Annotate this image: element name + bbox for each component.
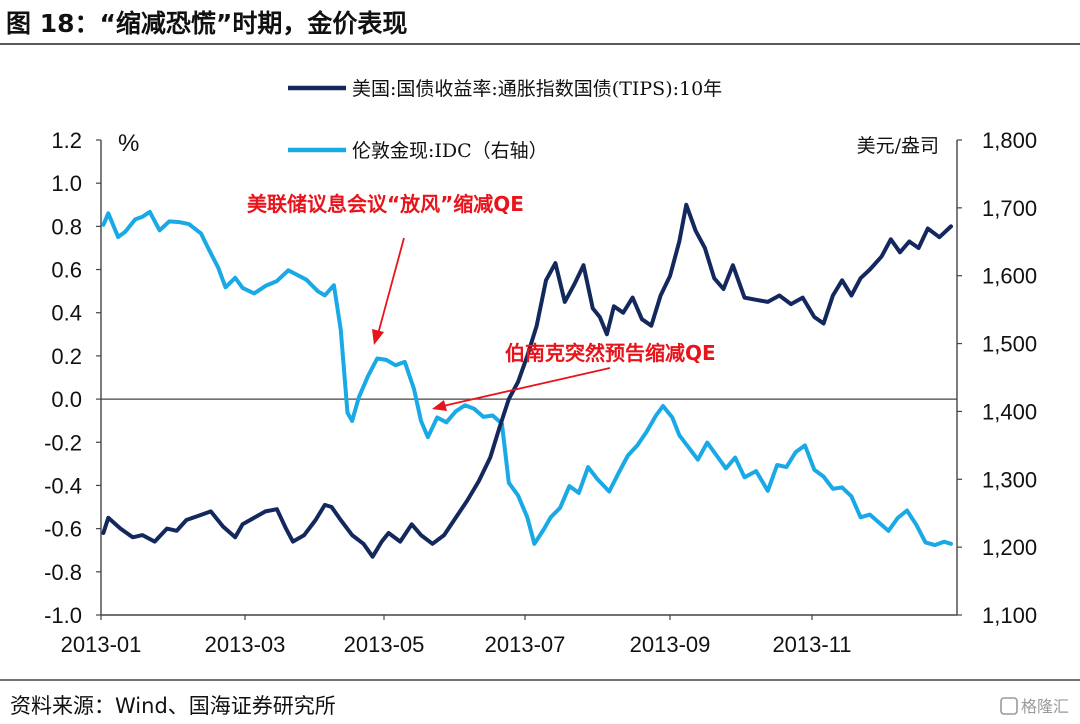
annotation-1-arrow bbox=[377, 237, 405, 335]
x-tick-label: 2013-03 bbox=[205, 632, 286, 657]
left-tick-label: 1.0 bbox=[51, 171, 82, 196]
left-tick-label: -0.4 bbox=[44, 473, 82, 498]
left-tick-label: 0.6 bbox=[51, 258, 82, 283]
right-tick-label: 1,700 bbox=[982, 196, 1037, 221]
x-tick-label: 2013-09 bbox=[630, 632, 711, 657]
x-axis-ticks: 2013-01 2013-03 2013-05 2013-07 2013-09 2013-… bbox=[61, 615, 852, 657]
x-tick-label: 2013-11 bbox=[772, 632, 851, 657]
left-tick-label: -0.6 bbox=[44, 517, 82, 542]
x-tick-label: 2013-05 bbox=[344, 632, 425, 657]
left-tick-label: 0.8 bbox=[51, 214, 82, 239]
annotation-1-arrowhead bbox=[372, 329, 384, 345]
left-tick-label: -1.0 bbox=[44, 603, 82, 628]
legend-label-gold: 伦敦金现:IDC（右轴） bbox=[352, 140, 548, 162]
annotation-2: 伯南克突然预告缩减QE bbox=[432, 341, 716, 411]
legend: 美国:国债收益率:通胀指数国债(TIPS):10年 伦敦金现:IDC（右轴） bbox=[288, 78, 722, 162]
left-tick-label: 1.2 bbox=[51, 128, 82, 153]
right-axis-ticks: 1,800 1,700 1,600 1,500 1,400 1,300 1,200 1,100 bbox=[957, 128, 1037, 628]
left-axis-unit: % bbox=[118, 130, 139, 157]
series-layer bbox=[101, 202, 953, 559]
right-tick-label: 1,200 bbox=[982, 535, 1037, 560]
figure-title: 图 18：“缩减恐慌”时期，金价表现 bbox=[6, 9, 407, 38]
annotation-1-text: 美联储议息会议“放风”缩减QE bbox=[247, 192, 524, 216]
x-tick-label: 2013-07 bbox=[485, 632, 566, 657]
right-tick-label: 1,500 bbox=[982, 332, 1037, 357]
watermark-logo: 格隆汇 bbox=[1000, 697, 1069, 716]
right-tick-label: 1,800 bbox=[982, 128, 1037, 153]
source-note: 资料来源：Wind、国海证券研究所 bbox=[10, 694, 336, 718]
left-tick-label: 0.0 bbox=[51, 387, 82, 412]
watermark-text: 格隆汇 bbox=[1021, 697, 1069, 716]
x-tick-label: 2013-01 bbox=[61, 632, 142, 657]
legend-label-tips: 美国:国债收益率:通胀指数国债(TIPS):10年 bbox=[352, 78, 722, 100]
watermark-icon bbox=[1000, 697, 1018, 715]
right-tick-label: 1,300 bbox=[982, 467, 1037, 492]
left-tick-label: 0.2 bbox=[51, 344, 82, 369]
plot-area: 1.2 1.0 0.8 0.6 0.4 0.2 0.0 -0.2 -0.4 -0.6 -0.8 -1.… bbox=[44, 128, 1037, 657]
left-tick-label: -0.8 bbox=[44, 560, 82, 585]
right-axis-unit: 美元/盎司 bbox=[857, 135, 939, 157]
right-tick-label: 1,600 bbox=[982, 264, 1037, 289]
right-tick-label: 1,100 bbox=[982, 603, 1037, 628]
annotation-2-text: 伯南克突然预告缩减QE bbox=[505, 341, 716, 365]
annotation-2-arrow bbox=[442, 367, 611, 407]
annotation-2-arrowhead bbox=[432, 400, 447, 411]
left-axis-ticks: 1.2 1.0 0.8 0.6 0.4 0.2 0.0 -0.2 -0.4 -0.6 -0.8 -1.… bbox=[44, 128, 101, 628]
left-tick-label: 0.4 bbox=[51, 301, 82, 326]
left-tick-label: -0.2 bbox=[44, 430, 82, 455]
series-line-tips-yield bbox=[101, 202, 953, 559]
right-tick-label: 1,400 bbox=[982, 399, 1037, 424]
annotation-1: 美联储议息会议“放风”缩减QE bbox=[247, 192, 524, 345]
series-line-gold-price bbox=[101, 209, 953, 548]
